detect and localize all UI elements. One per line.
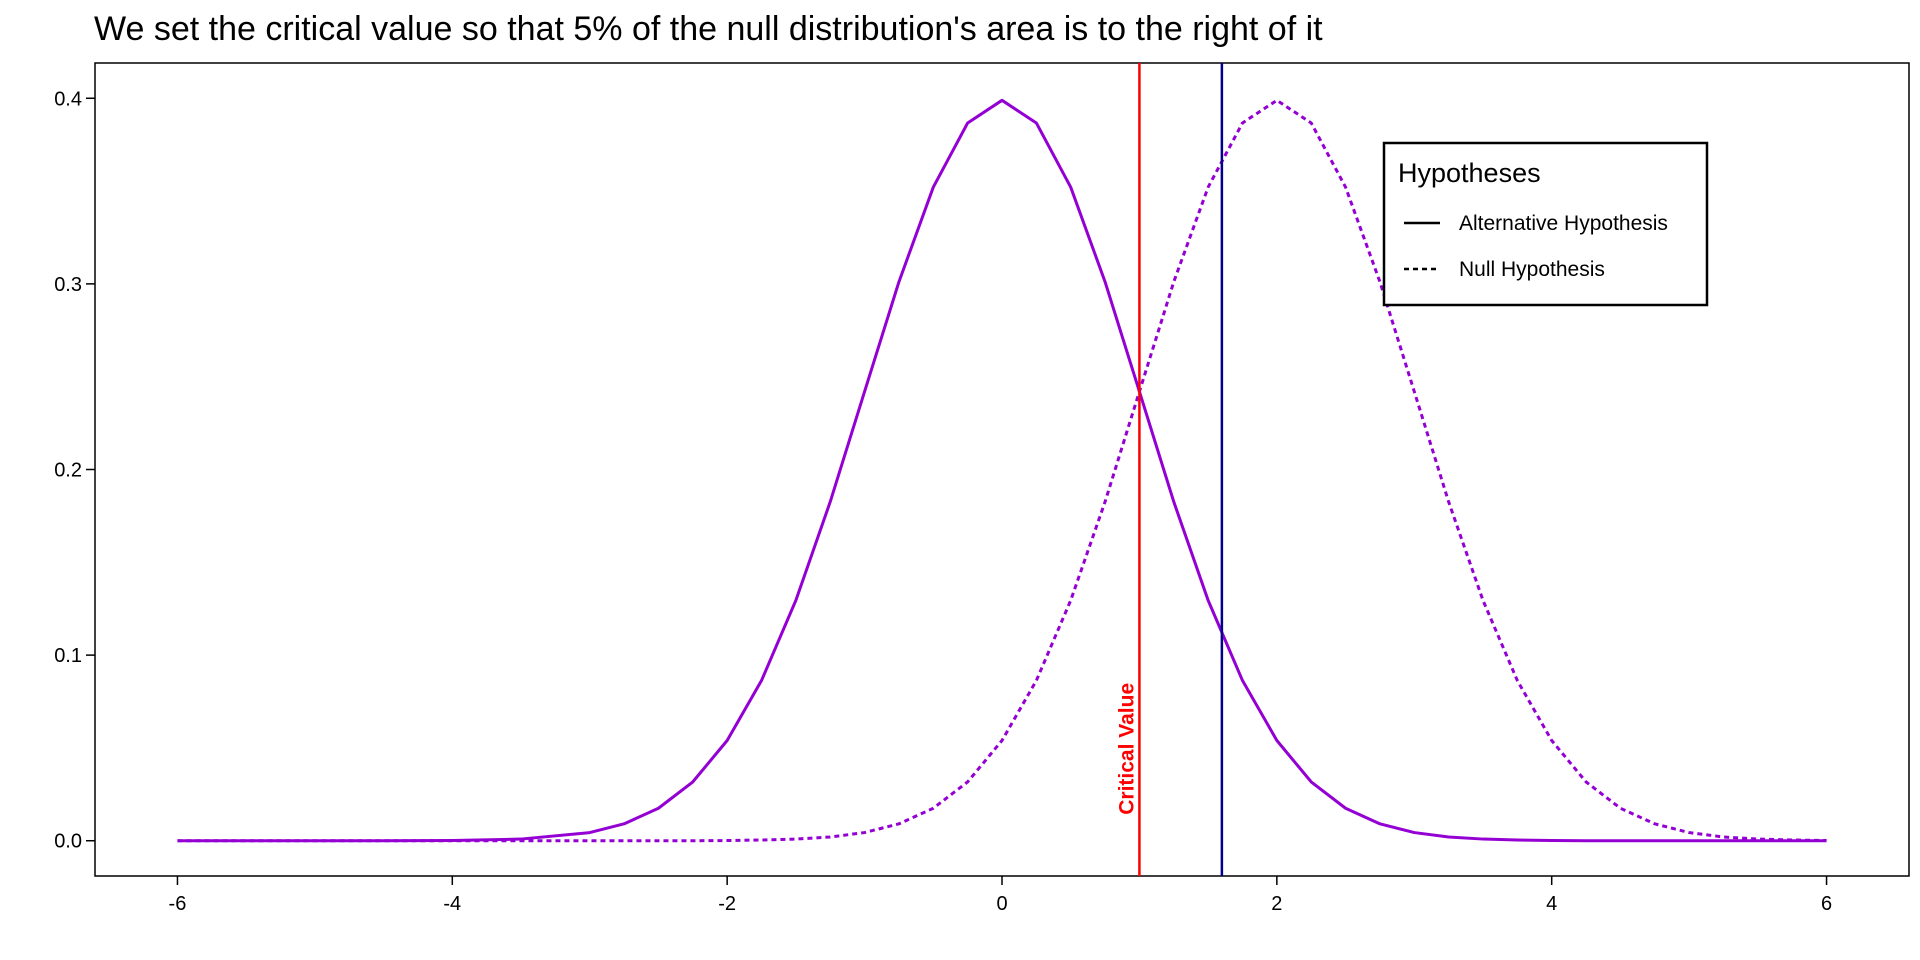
y-tick-label-4: 0.4 [54,88,82,110]
legend: Hypotheses Alternative Hypothesis Null H… [1382,141,1709,307]
legend-title: Hypotheses [1398,158,1541,188]
y-tick-label-2: 0.2 [54,460,82,482]
x-tick-label-2: -2 [718,893,736,915]
x-tick-label-6: 6 [1821,893,1832,915]
chart-title: We set the critical value so that 5% of … [94,10,1323,48]
y-tick-label-0: 0.0 [54,831,82,853]
series-line-alternative-hypothesis [177,98,1827,843]
x-tick-label-4: 2 [1271,893,1282,915]
critical-value-annotation: Critical Value [1115,683,1138,815]
legend-label-alternative: Alternative Hypothesis [1459,212,1668,235]
y-tick-label-1: 0.1 [54,645,82,667]
x-tick-label-1: -4 [443,893,461,915]
series-line-null-hypothesis [177,98,1827,843]
x-tick-label-3: 0 [996,893,1007,915]
x-tick-label-5: 4 [1546,893,1557,915]
y-tick-label-3: 0.3 [54,274,82,296]
x-tick-label-0: -6 [169,893,187,915]
legend-label-null: Null Hypothesis [1459,258,1605,281]
